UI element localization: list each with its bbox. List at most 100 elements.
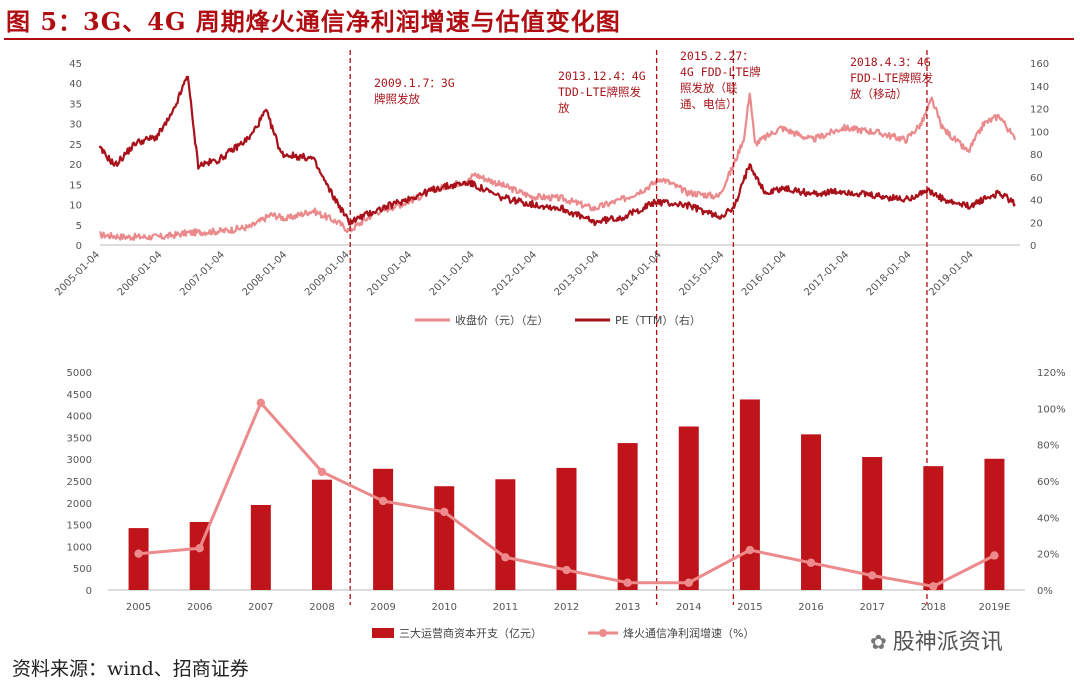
top-x-tick-label: 2019-01-04 — [927, 249, 976, 298]
top-left-tick-label: 35 — [69, 99, 82, 110]
bottom-x-tick-label: 2008 — [309, 602, 334, 613]
capex-bar — [617, 443, 638, 590]
bottom-left-tick-label: 0 — [86, 586, 92, 597]
bottom-x-tick-label: 2010 — [432, 602, 457, 613]
event-annotation-line: 放（移动） — [850, 87, 908, 101]
bottom-right-tick-label: 20% — [1037, 550, 1059, 561]
top-left-tick-label: 5 — [76, 221, 82, 232]
event-annotation-line: TDD-LTE牌照发 — [558, 85, 641, 99]
top-x-tick-label: 2010-01-04 — [365, 249, 414, 298]
top-x-tick-label: 2017-01-04 — [802, 249, 851, 298]
capex-bar — [984, 458, 1005, 590]
top-right-tick-label: 60 — [1030, 173, 1043, 184]
top-x-tick-label: 2016-01-04 — [740, 249, 789, 298]
bottom-left-tick-label: 4000 — [67, 412, 92, 423]
event-annotation-line: 牌照发放 — [374, 92, 420, 106]
capex-bar — [678, 426, 699, 590]
top-left-tick-label: 25 — [69, 140, 82, 151]
watermark: ✿ 股神派资讯 — [870, 624, 1003, 656]
top-left-tick-label: 30 — [69, 120, 82, 131]
bottom-left-tick-label: 5000 — [67, 368, 92, 379]
title-rule — [4, 38, 1074, 40]
event-annotation-line: FDD-LTE牌照发 — [850, 71, 933, 85]
capex-bar — [311, 479, 332, 590]
capex-bar — [556, 467, 577, 590]
source-note: 资料来源：wind、招商证券 — [12, 658, 249, 680]
bottom-right-tick-label: 100% — [1037, 404, 1066, 415]
bottom-x-tick-label: 2018 — [921, 602, 946, 613]
top-right-tick-label: 20 — [1030, 218, 1043, 229]
capex-bar — [434, 486, 455, 590]
bottom-x-tick-label: 2015 — [737, 602, 762, 613]
profit-growth-point — [501, 553, 510, 562]
top-right-tick-label: 0 — [1030, 241, 1036, 252]
top-left-tick-label: 10 — [69, 201, 82, 212]
figure-title: 图 5：3G、4G 周期烽火通信净利润增速与估值变化图 — [6, 7, 621, 36]
top-x-tick-label: 2005-01-04 — [53, 249, 102, 298]
profit-growth-point — [195, 544, 204, 553]
bottom-x-tick-label: 2017 — [859, 602, 884, 613]
bottom-x-tick-label: 2007 — [248, 602, 273, 613]
capex-bar — [495, 479, 516, 590]
top-x-tick-label: 2012-01-04 — [490, 249, 539, 298]
bottom-right-tick-label: 0% — [1037, 586, 1053, 597]
bottom-x-tick-label: 2005 — [126, 602, 151, 613]
bottom-left-tick-label: 1500 — [67, 521, 92, 532]
legend-growth-label: 烽火通信净利润增速（%） — [623, 626, 754, 640]
legend-growth-marker — [599, 629, 607, 637]
legend-pe-label: PE（TTM）（右） — [615, 313, 701, 327]
event-annotation-line: 放 — [558, 101, 570, 115]
bottom-x-tick-label: 2011 — [493, 602, 518, 613]
profit-growth-point — [134, 549, 143, 558]
top-left-tick-label: 0 — [76, 241, 82, 252]
event-annotation-line: 2009.1.7：3G — [374, 76, 455, 90]
capex-bar — [373, 468, 394, 590]
profit-growth-point — [378, 496, 388, 506]
bottom-right-tick-label: 80% — [1037, 441, 1059, 452]
profit-growth-point — [867, 571, 877, 580]
top-left-tick-label: 40 — [69, 79, 82, 90]
top-left-tick-label: 20 — [69, 160, 82, 171]
profit-growth-point — [440, 507, 449, 517]
bottom-left-tick-label: 3500 — [67, 433, 92, 444]
top-x-tick-label: 2007-01-04 — [178, 249, 227, 298]
bottom-right-tick-label: 60% — [1037, 477, 1059, 488]
bottom-left-tick-label: 500 — [73, 564, 92, 575]
profit-growth-point — [929, 582, 938, 591]
watermark-text: 股神派资讯 — [892, 630, 1003, 655]
top-x-tick-label: 2015-01-04 — [677, 249, 726, 298]
bottom-x-tick-label: 2009 — [370, 602, 395, 613]
top-right-tick-label: 100 — [1030, 127, 1049, 138]
bottom-x-tick-label: 2013 — [615, 602, 640, 613]
capex-bar — [739, 399, 760, 590]
profit-growth-point — [562, 565, 571, 575]
bottom-right-tick-label: 120% — [1037, 368, 1066, 379]
profit-growth-point — [990, 551, 999, 560]
top-x-tick-label: 2013-01-04 — [553, 249, 602, 298]
bottom-left-tick-label: 2000 — [67, 499, 92, 510]
profit-growth-point — [684, 578, 693, 587]
capex-bar — [923, 466, 944, 590]
pe-ttm-line — [98, 75, 1016, 227]
top-x-tick-label: 2018-01-04 — [865, 249, 914, 298]
legend-capex-label: 三大运营商资本开支（亿元） — [399, 626, 542, 640]
close-price-line — [99, 92, 1017, 241]
wechat-icon: ✿ — [870, 630, 887, 654]
legend-capex-swatch — [372, 628, 394, 638]
profit-growth-point — [623, 578, 632, 587]
top-left-tick-label: 15 — [69, 180, 82, 191]
bottom-left-tick-label: 1000 — [67, 542, 92, 553]
event-annotation-line: 照发放（联 — [680, 81, 738, 95]
top-right-tick-label: 120 — [1030, 105, 1049, 116]
bottom-x-tick-label: 2016 — [798, 602, 823, 613]
bottom-x-tick-label: 2006 — [187, 602, 212, 613]
bottom-x-tick-label: 2014 — [676, 602, 701, 613]
profit-growth-point — [256, 398, 266, 408]
bottom-x-tick-label: 2019E — [979, 602, 1011, 613]
capex-bar — [128, 528, 149, 590]
event-annotation-line: 4G FDD-LTE牌 — [680, 65, 761, 79]
top-x-tick-label: 2009-01-04 — [303, 249, 352, 298]
top-left-tick-label: 45 — [69, 59, 82, 70]
top-right-tick-label: 40 — [1030, 196, 1043, 207]
